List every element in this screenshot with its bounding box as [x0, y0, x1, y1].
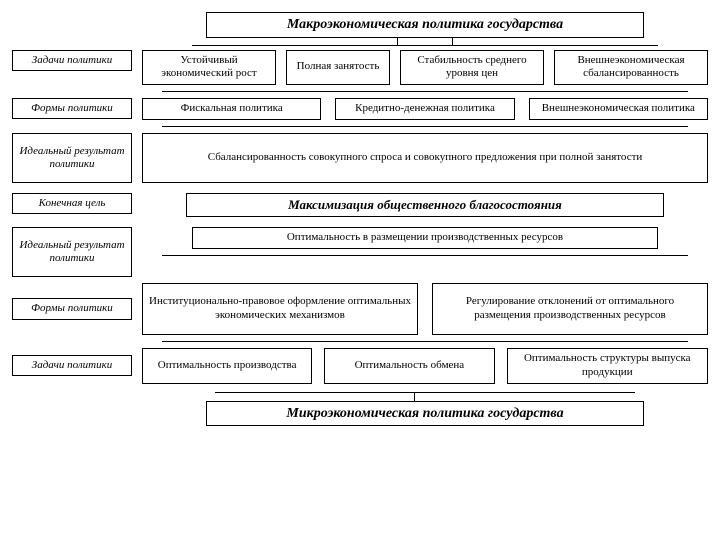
- label-tasks-1: Задачи политики: [12, 50, 132, 71]
- label-forms-1: Формы политики: [12, 98, 132, 119]
- title-micro: Микроэкономическая политика государства: [206, 401, 645, 427]
- micro-form-regulation: Регулирование отклонений от оптимального…: [432, 283, 708, 335]
- macro-form-monetary: Кредитно-денежная политика: [335, 98, 514, 120]
- macro-task-employment: Полная занятость: [286, 50, 390, 86]
- macro-form-external: Внешнеэкономическая политика: [529, 98, 708, 120]
- macro-ideal-result: Сбалансированность совокупного спроса и …: [142, 133, 708, 183]
- label-ideal-2: Идеальный результат политики: [12, 227, 132, 277]
- label-ideal-1: Идеальный результат политики: [12, 133, 132, 183]
- title-macro: Макроэкономическая политика государства: [206, 12, 645, 38]
- micro-task-exchange: Оптимальность обмена: [324, 348, 494, 384]
- final-goal: Максимизация общественного благосостояни…: [186, 193, 664, 217]
- micro-task-structure: Оптимальность структуры выпуска продукци…: [507, 348, 709, 384]
- macro-task-external: Внешнеэкономическая сбалансированность: [554, 50, 708, 86]
- macro-form-fiscal: Фискальная политика: [142, 98, 321, 120]
- macro-task-price: Стабильность среднего уровня цен: [400, 50, 544, 86]
- label-forms-2: Формы политики: [12, 298, 132, 319]
- micro-task-production: Оптимальность производства: [142, 348, 312, 384]
- micro-ideal-result: Оптимальность в размещении производствен…: [192, 227, 659, 249]
- label-tasks-2: Задачи политики: [12, 355, 132, 376]
- macro-task-growth: Устойчивый экономический рост: [142, 50, 276, 86]
- micro-form-institutional: Институционально-правовое оформление опт…: [142, 283, 418, 335]
- label-final-goal: Конечная цель: [12, 193, 132, 214]
